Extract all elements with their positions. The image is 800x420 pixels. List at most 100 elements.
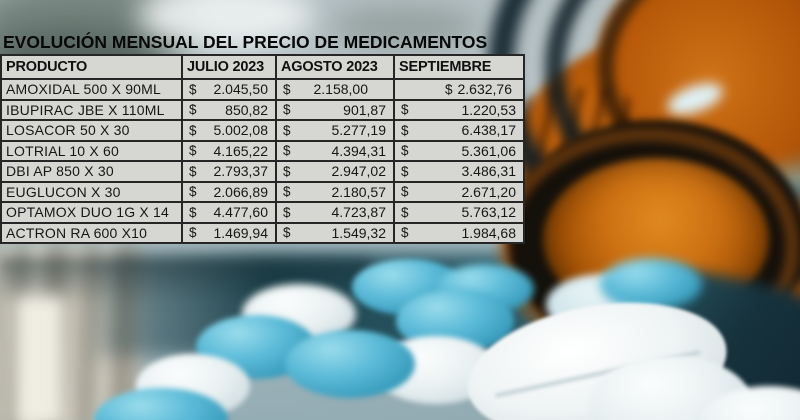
column-header-agosto: AGOSTO 2023 — [275, 54, 395, 80]
price-value: 4.723,87 — [331, 204, 387, 221]
price-value: 1.549,32 — [331, 224, 387, 241]
cell-septiembre: $6.438,17 — [393, 119, 525, 142]
currency-symbol: $ — [401, 204, 409, 220]
currency-symbol: $ — [283, 122, 291, 138]
table-row: EUGLUCON X 30 $2.066,89 $2.180,57 $2.671… — [0, 180, 525, 203]
table-row: DBI AP 850 X 30 $2.793,37 $2.947,02 $3.4… — [0, 160, 525, 183]
cell-producto: AMOXIDAL 500 X 90ML — [0, 78, 183, 101]
price-value: 5.763,12 — [461, 204, 517, 221]
table-row: OPTAMOX DUO 1G X 14 $4.477,60 $4.723,87 … — [0, 201, 525, 224]
price-table: PRODUCTO JULIO 2023 AGOSTO 2023 SEPTIEMB… — [0, 54, 525, 244]
price-value: 2.632,76 — [457, 81, 513, 98]
cell-julio: $4.165,22 — [181, 139, 277, 162]
cell-julio: $2.066,89 — [181, 180, 277, 203]
price-value: 2.793,37 — [213, 163, 269, 180]
currency-symbol: $ — [283, 81, 291, 97]
cell-septiembre: $5.361,06 — [393, 139, 525, 162]
currency-symbol: $ — [283, 225, 291, 240]
price-value: 2.158,00 — [313, 81, 369, 98]
cell-septiembre: $5.763,12 — [393, 201, 525, 224]
table-row: AMOXIDAL 500 X 90ML $2.045,50 $2.158,00 … — [0, 78, 525, 101]
currency-symbol: $ — [283, 163, 291, 179]
cell-septiembre: $3.486,31 — [393, 160, 525, 183]
currency-symbol: $ — [189, 204, 197, 220]
background-streak-bright — [16, 294, 64, 420]
price-value: 5.277,19 — [331, 122, 387, 139]
cell-agosto: $2.947,02 — [275, 160, 395, 183]
currency-symbol: $ — [189, 163, 197, 179]
cell-julio: $2.793,37 — [181, 160, 277, 183]
cell-agosto: $2.158,00 — [275, 78, 395, 101]
cell-producto: OPTAMOX DUO 1G X 14 — [0, 201, 183, 224]
column-header-producto: PRODUCTO — [0, 54, 183, 80]
cell-producto: DBI AP 850 X 30 — [0, 160, 183, 183]
cell-julio: $4.477,60 — [181, 201, 277, 224]
price-value: 901,87 — [343, 101, 386, 118]
currency-symbol: $ — [189, 184, 197, 199]
price-value: 850,82 — [225, 101, 268, 118]
price-value: 2.180,57 — [331, 183, 387, 200]
price-value: 2.045,50 — [213, 81, 269, 98]
currency-symbol: $ — [401, 143, 409, 158]
column-header-septiembre: SEPTIEMBRE — [393, 54, 525, 80]
table-row: ACTRON RA 600 X10 $1.469,94 $1.549,32 $1… — [0, 221, 525, 244]
cell-julio: $1.469,94 — [181, 221, 277, 244]
cell-septiembre: $1.984,68 — [393, 221, 525, 244]
currency-symbol: $ — [401, 102, 409, 117]
currency-symbol: $ — [189, 122, 197, 138]
currency-symbol: $ — [401, 122, 409, 138]
table-row: LOSACOR 50 X 30 $5.002,08 $5.277,19 $6.4… — [0, 119, 525, 142]
cell-septiembre: $2.671,20 — [393, 180, 525, 203]
currency-symbol: $ — [283, 204, 291, 220]
pill-blue — [600, 258, 702, 310]
price-value: 2.066,89 — [213, 183, 269, 200]
cell-agosto: $2.180,57 — [275, 180, 395, 203]
price-value: 1.220,53 — [461, 101, 517, 118]
currency-symbol: $ — [189, 143, 197, 158]
price-value: 4.165,22 — [213, 142, 269, 159]
cell-producto: EUGLUCON X 30 — [0, 180, 183, 203]
price-value: 4.477,60 — [213, 204, 269, 221]
currency-symbol: $ — [283, 184, 291, 199]
cell-septiembre: $2.632,76 — [393, 78, 525, 101]
price-value: 1.984,68 — [461, 224, 517, 241]
price-value: 2.671,20 — [461, 183, 517, 200]
currency-symbol: $ — [283, 143, 291, 158]
price-value: 5.361,06 — [461, 142, 517, 159]
currency-symbol: $ — [401, 184, 409, 199]
background-blur-blob — [330, 6, 480, 48]
currency-symbol: $ — [189, 225, 197, 240]
price-value: 2.947,02 — [331, 163, 387, 180]
cell-agosto: $5.277,19 — [275, 119, 395, 142]
cell-producto: ACTRON RA 600 X10 — [0, 221, 183, 244]
currency-symbol: $ — [401, 163, 409, 179]
table-row: LOTRIAL 10 X 60 $4.165,22 $4.394,31 $5.3… — [0, 139, 525, 162]
cell-agosto: $901,87 — [275, 98, 395, 121]
column-header-julio: JULIO 2023 — [181, 54, 277, 80]
currency-symbol: $ — [189, 102, 197, 117]
header-row: PRODUCTO JULIO 2023 AGOSTO 2023 SEPTIEMB… — [0, 54, 525, 80]
currency-symbol: $ — [444, 81, 453, 97]
page-title: EVOLUCIÓN MENSUAL DEL PRECIO DE MEDICAME… — [3, 32, 488, 52]
cell-agosto: $4.723,87 — [275, 201, 395, 224]
cell-julio: $2.045,50 — [181, 78, 277, 101]
currency-symbol: $ — [189, 81, 197, 97]
currency-symbol: $ — [283, 102, 291, 117]
price-value: 6.438,17 — [461, 122, 517, 139]
cell-agosto: $1.549,32 — [275, 221, 395, 244]
pill-blue — [285, 330, 415, 398]
cell-julio: $5.002,08 — [181, 119, 277, 142]
price-value: 3.486,31 — [461, 163, 517, 180]
cell-julio: $850,82 — [181, 98, 277, 121]
table-row: IBUPIRAC JBE X 110ML $850,82 $901,87 $1.… — [0, 98, 525, 121]
price-value: 5.002,08 — [213, 122, 269, 139]
cell-producto: LOSACOR 50 X 30 — [0, 119, 183, 142]
cell-agosto: $4.394,31 — [275, 139, 395, 162]
price-value: 1.469,94 — [213, 224, 269, 241]
cell-producto: IBUPIRAC JBE X 110ML — [0, 98, 183, 121]
price-value: 4.394,31 — [331, 142, 387, 159]
currency-symbol: $ — [401, 225, 409, 240]
cell-producto: LOTRIAL 10 X 60 — [0, 139, 183, 162]
cell-septiembre: $1.220,53 — [393, 98, 525, 121]
